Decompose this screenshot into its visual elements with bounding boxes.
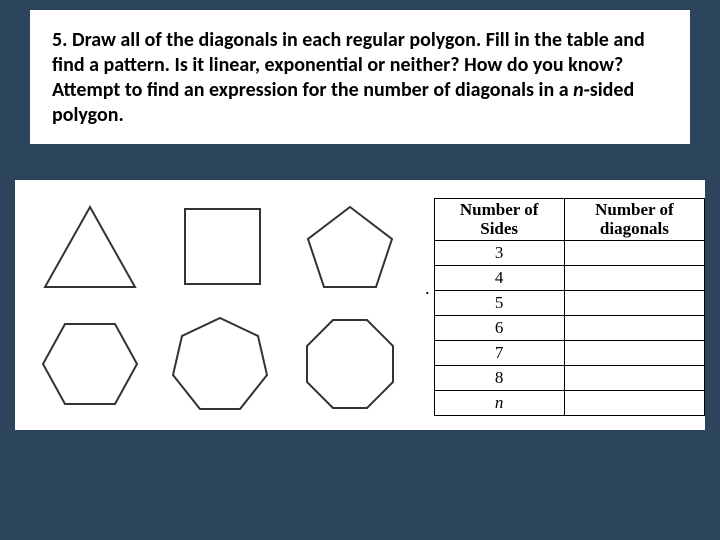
cell-sides: 8 — [434, 366, 564, 391]
header-diag-l1: Number of — [595, 200, 674, 219]
shape-square — [155, 190, 285, 302]
prompt-part-1: 5. Draw all of the diagonals in each reg… — [52, 28, 645, 102]
table-row: 4 — [434, 266, 705, 291]
shape-octagon — [285, 308, 415, 420]
table-wrap: Number of Sides Number of diagonals 3 — [434, 194, 706, 416]
header-diag-l2: diagonals — [600, 219, 669, 238]
table-row: 6 — [434, 316, 705, 341]
shape-hexagon — [25, 308, 155, 420]
cell-sides: 4 — [434, 266, 564, 291]
table-row: 5 — [434, 291, 705, 316]
header-diagonals: Number of diagonals — [564, 198, 704, 240]
header-sides-l1: Number of — [460, 200, 539, 219]
cell-diagonals — [564, 241, 704, 266]
shape-heptagon — [155, 308, 285, 420]
table-row: 3 — [434, 241, 705, 266]
cell-sides: 6 — [434, 316, 564, 341]
table-row: 8 — [434, 366, 705, 391]
table-row: 7 — [434, 341, 705, 366]
slide: 5. Draw all of the diagonals in each reg… — [0, 0, 720, 540]
shape-pentagon — [285, 190, 415, 302]
shape-triangle — [25, 190, 155, 302]
cell-sides: 7 — [434, 341, 564, 366]
prompt-panel: 5. Draw all of the diagonals in each reg… — [30, 10, 690, 144]
cell-sides-n: n — [434, 391, 564, 416]
cell-sides: 5 — [434, 291, 564, 316]
cell-sides: 3 — [434, 241, 564, 266]
cell-diagonals — [564, 366, 704, 391]
cell-diagonals — [564, 266, 704, 291]
cell-diagonals — [564, 291, 704, 316]
cell-diagonals — [564, 316, 704, 341]
figure-panel: . Number of Sides Number of diagonals — [15, 180, 705, 430]
table-header-row: Number of Sides Number of diagonals — [434, 198, 705, 240]
header-sides-l2: Sides — [480, 219, 518, 238]
table-row-n: n — [434, 391, 705, 416]
header-sides: Number of Sides — [434, 198, 564, 240]
prompt-text: 5. Draw all of the diagonals in each reg… — [52, 28, 668, 128]
prompt-n: n — [573, 78, 584, 102]
cell-diagonals-n — [564, 391, 704, 416]
stray-dot: . — [425, 180, 434, 299]
shapes-grid — [15, 190, 425, 420]
diagonals-table: Number of Sides Number of diagonals 3 — [434, 198, 706, 416]
cell-diagonals — [564, 341, 704, 366]
